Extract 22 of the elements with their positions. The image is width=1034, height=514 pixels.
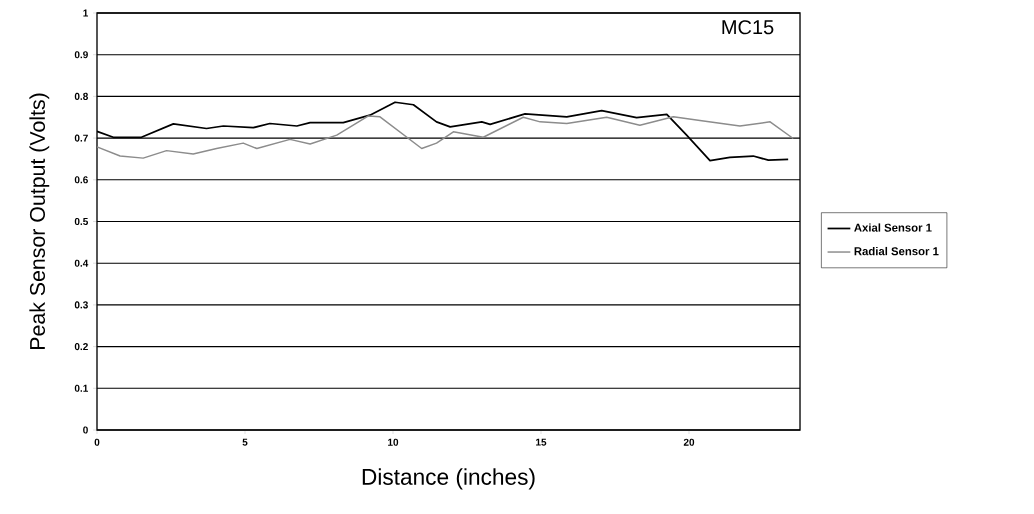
x-tick-label: 15 [536,438,547,446]
legend-label: Axial Sensor 1 [854,223,932,232]
y-tick-label: 0.5 [74,217,89,226]
y-tick-label: 0.9 [74,51,88,59]
x-tick-label: 20 [683,438,695,446]
x-tick-label: 0 [94,438,100,446]
y-axis-title: Peak Sensor Output (Volts) [29,93,50,349]
y-tick-label: 0.7 [74,134,88,142]
y-tick-label: 0 [83,426,88,434]
x-axis-title: Distance (inches) [362,468,535,490]
line-series [97,115,794,159]
x-tick-label: 10 [388,438,399,446]
y-tick-label: 0.6 [74,176,88,184]
y-tick-label: 0.4 [74,259,89,267]
legend-label: Radial Sensor 1 [854,246,939,256]
y-tick-label: 1 [83,9,89,17]
y-tick-label: 0.2 [74,343,88,351]
y-tick-label: 0.3 [74,301,88,309]
x-tick-label: 5 [242,438,248,446]
y-tick-label: 0.8 [74,92,88,100]
y-tick-label: 0.1 [74,384,89,392]
chart-title: MC15 [722,20,774,35]
